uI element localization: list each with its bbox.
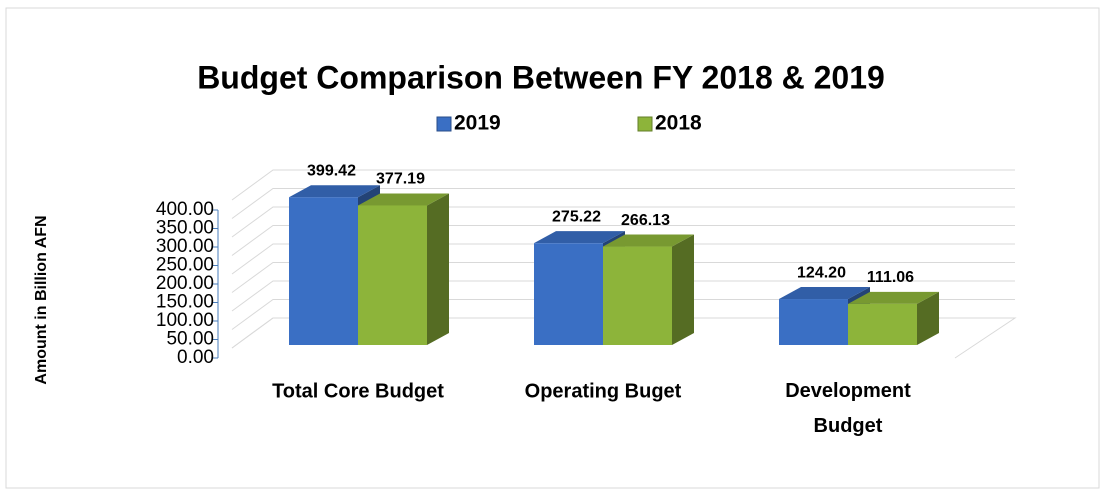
grid-line — [231, 243, 1015, 275]
legend-label: 2019 — [454, 112, 501, 135]
bar-front — [603, 246, 672, 345]
y-axis-label: Amount in Billion AFN — [33, 215, 50, 384]
bar-front — [289, 197, 358, 345]
bar-side — [427, 193, 449, 345]
value-label: 399.42 — [307, 162, 356, 179]
bar-front — [848, 303, 917, 345]
x-tick-label: Operating Buget — [525, 380, 682, 402]
bar — [358, 193, 449, 345]
y-tick-label: 200.00 — [156, 273, 214, 294]
value-label: 124.20 — [797, 264, 846, 281]
value-label: 111.06 — [867, 269, 914, 286]
legend-label: 2018 — [655, 112, 702, 135]
y-tick-label: 400.00 — [156, 199, 214, 220]
bar — [603, 234, 694, 345]
value-label: 266.13 — [621, 212, 670, 229]
y-tick-label: 50.00 — [166, 329, 214, 350]
grid-line — [231, 188, 1015, 219]
x-tick-label-line: Development — [785, 380, 911, 402]
bar-side — [672, 234, 694, 345]
grid-line — [231, 262, 1015, 293]
bar-top — [848, 291, 939, 304]
legend-swatch — [637, 116, 653, 132]
value-label: 377.19 — [376, 171, 425, 188]
x-tick-label-line: Budget — [814, 415, 883, 437]
bar-top — [603, 234, 694, 247]
bar-front — [779, 299, 848, 345]
x-tick-label: Development Budget — [785, 380, 911, 437]
bar-top — [289, 185, 380, 198]
y-tick-label: 300.00 — [156, 236, 214, 257]
bar-front — [534, 243, 603, 345]
grid-line — [231, 280, 1015, 312]
y-tick-label: 350.00 — [156, 218, 214, 239]
x-tick-label: Total Core Budget — [272, 380, 444, 402]
y-tick-label: 150.00 — [156, 292, 214, 313]
grid-line — [231, 206, 1015, 238]
bar-top — [534, 231, 625, 244]
chart-title: Budget Comparison Between FY 2018 & 2019 — [197, 59, 885, 95]
bar-top — [358, 193, 449, 206]
value-label: 275.22 — [552, 208, 601, 225]
y-tick-label: 250.00 — [156, 255, 214, 276]
bar-side — [917, 291, 939, 345]
grid-line — [231, 169, 1015, 201]
grid-line — [231, 299, 1015, 330]
y-tick-label: 0.00 — [177, 347, 214, 368]
bar-front — [358, 205, 427, 345]
grid-line — [231, 225, 1015, 256]
y-tick-label: 100.00 — [156, 310, 214, 331]
bar-top — [779, 287, 870, 300]
legend-swatch — [436, 116, 452, 132]
bar — [848, 291, 939, 345]
